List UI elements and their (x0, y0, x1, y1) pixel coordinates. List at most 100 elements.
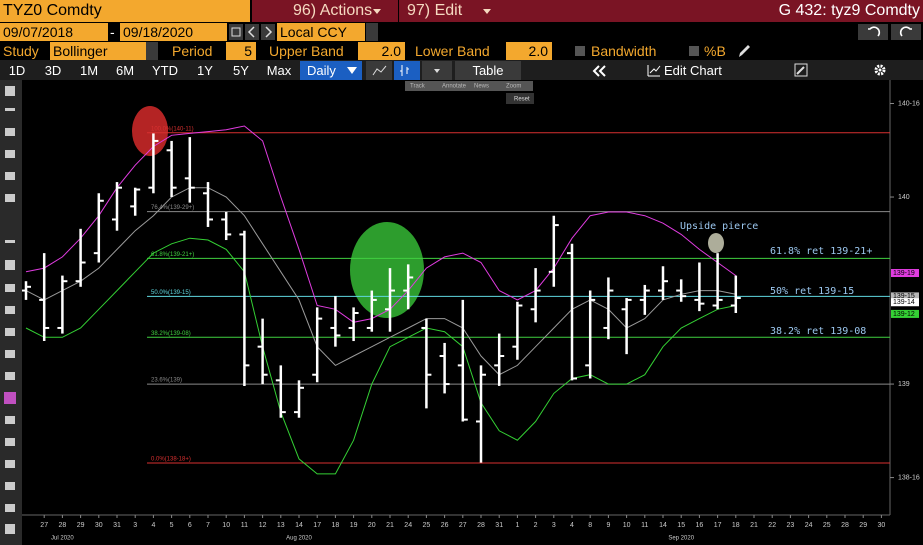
pctb-label: %B (704, 43, 726, 59)
x-tick-label: 4 (151, 522, 155, 529)
frequency-button[interactable]: Daily (300, 61, 362, 80)
ohlc-bar (421, 318, 432, 409)
period-input[interactable]: 5 (226, 42, 256, 60)
annotation: Upside pierce (680, 221, 758, 232)
fib-label: 0.0%(138-18+) (151, 457, 191, 463)
x-tick-label: 10 (623, 522, 631, 529)
chart-type-buttons[interactable] (366, 61, 456, 80)
period-button[interactable]: 3D (44, 63, 62, 78)
price-tag-label: 139-14 (893, 299, 915, 306)
ohlc-bar (239, 230, 250, 386)
collapse-icon[interactable] (590, 64, 610, 78)
study-name[interactable]: Bollinger (50, 42, 146, 60)
actions-menu[interactable]: 96) Actions (285, 0, 393, 22)
x-tick-label: 27 (40, 522, 48, 529)
drawing-tools[interactable] (0, 80, 22, 545)
x-tick-label: 31 (113, 522, 121, 529)
period-button[interactable]: YTD (152, 63, 178, 78)
start-date[interactable]: 09/07/2018 (0, 23, 108, 41)
ohlc-bar (75, 228, 86, 287)
ohlc-bar (585, 290, 596, 379)
x-tick-label: 25 (823, 522, 831, 529)
highlight-circle (708, 233, 724, 253)
annotation: 61.8% ret 139-21+ (770, 246, 872, 257)
x-tick-label: 8 (588, 522, 592, 529)
study-dropdown[interactable] (146, 42, 158, 60)
date-buttons[interactable] (229, 23, 275, 41)
edit-arrow (483, 9, 491, 14)
ohlc-bar (548, 215, 559, 287)
x-tick-label: 26 (441, 522, 449, 529)
x-tick-label: 20 (368, 522, 376, 529)
end-date[interactable]: 09/18/2020 (120, 23, 227, 41)
edit-chart-icon (647, 65, 661, 77)
x-tick-label: 13 (277, 522, 285, 529)
security: G 432: tyz9 Comdty (778, 2, 920, 19)
x-tick-label: 11 (241, 522, 248, 529)
period-button[interactable]: 1D (8, 63, 26, 78)
x-tick-label: 14 (659, 522, 667, 529)
pencil-icon[interactable] (737, 43, 751, 59)
x-tick-label: 5 (170, 522, 174, 529)
ohlc-bar (457, 299, 468, 422)
ohlc-bar (658, 266, 668, 300)
band-line (25, 187, 736, 376)
x-tick-label: 17 (714, 522, 722, 529)
edit-chart-button[interactable]: Edit Chart (664, 63, 722, 78)
x-tick-label: 24 (805, 522, 813, 529)
ohlc-bar (203, 182, 213, 227)
ohlc-bar (130, 187, 141, 216)
x-tick-label: 2 (534, 522, 538, 529)
period-button[interactable]: 1M (79, 63, 99, 78)
period-button[interactable]: 1Y (197, 63, 213, 78)
period-button[interactable]: 5Y (233, 63, 249, 78)
ohlc-bar (184, 137, 195, 203)
x-tick-label: 3 (133, 522, 137, 529)
ohlc-bar (257, 318, 268, 385)
pctb-checkbox[interactable] (689, 46, 699, 56)
upper-band-input[interactable]: 2.0 (358, 42, 405, 60)
ohlc-bar (567, 243, 577, 381)
ohlc-bar (639, 284, 650, 315)
x-tick-label: 21 (386, 522, 394, 529)
undo-redo[interactable] (858, 23, 922, 41)
period-button[interactable]: Max (266, 63, 292, 78)
x-tick-label: 7 (206, 522, 210, 529)
x-tick-label: 25 (423, 522, 431, 529)
fib-label: 23.6%(139) (151, 378, 182, 384)
settings-icon[interactable] (873, 63, 887, 77)
edit-menu[interactable]: 97) Edit (398, 0, 506, 22)
ohlc-bar (22, 281, 31, 300)
lower-band-input[interactable]: 2.0 (506, 42, 552, 60)
fib-label: 100.0%(140-11) (151, 126, 194, 132)
ohlc-bar (603, 277, 614, 340)
lower-band-label: Lower Band (415, 43, 490, 59)
x-tick-label: 29 (77, 522, 85, 529)
ticker[interactable]: TYZ0 Comdty (0, 0, 250, 22)
fib-label: 50.0%(139-15) (151, 290, 191, 296)
currency-dropdown[interactable] (366, 23, 378, 41)
month-label: Sep 2020 (668, 536, 694, 542)
table-button[interactable]: Table (455, 61, 521, 80)
period-label: Period (172, 43, 213, 59)
ohlc-bar (476, 365, 486, 463)
ohlc-bar (330, 296, 341, 347)
period-button[interactable]: 6M (115, 63, 135, 78)
study-label: Study (3, 43, 39, 59)
mini-button: Annotate (442, 84, 467, 90)
currency[interactable]: Local CCY (277, 23, 365, 41)
x-tick-label: 22 (768, 522, 776, 529)
x-tick-label: 18 (332, 522, 340, 529)
annotate-icon[interactable] (794, 63, 808, 77)
ohlc-bar (439, 342, 450, 394)
x-tick-label: 31 (495, 522, 503, 529)
x-tick-label: 12 (259, 522, 267, 529)
price-tag (891, 309, 919, 318)
ohlc-bar (57, 275, 68, 334)
bandwidth-checkbox[interactable] (575, 46, 585, 56)
ohlc-bar (93, 193, 104, 263)
x-tick-label: 18 (732, 522, 740, 529)
mini-toolbar (405, 81, 534, 104)
y-tick-label: 140 (898, 194, 910, 201)
x-tick-label: 30 (95, 522, 103, 529)
